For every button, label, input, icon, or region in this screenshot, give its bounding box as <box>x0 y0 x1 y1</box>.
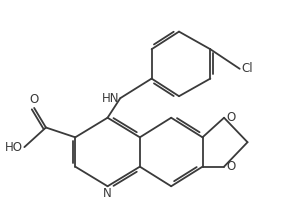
Text: HN: HN <box>102 92 119 105</box>
Text: Cl: Cl <box>242 62 253 75</box>
Text: HO: HO <box>4 141 22 154</box>
Text: N: N <box>103 187 112 200</box>
Text: O: O <box>30 93 39 106</box>
Text: O: O <box>226 160 235 173</box>
Text: O: O <box>226 111 235 124</box>
